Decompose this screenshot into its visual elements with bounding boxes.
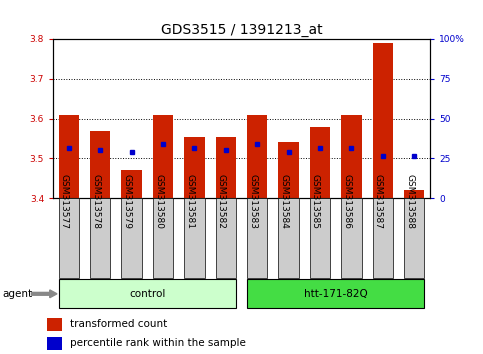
Text: GSM313580: GSM313580 — [154, 174, 163, 229]
Bar — [58, 198, 79, 278]
Text: GSM313585: GSM313585 — [311, 174, 320, 229]
Bar — [215, 198, 236, 278]
Bar — [184, 137, 205, 198]
Text: GSM313583: GSM313583 — [248, 174, 257, 229]
Bar — [341, 115, 362, 198]
Bar — [121, 170, 142, 198]
Bar — [372, 198, 393, 278]
Text: GSM313584: GSM313584 — [280, 174, 289, 229]
Text: GSM313581: GSM313581 — [185, 174, 194, 229]
Bar — [404, 198, 425, 278]
Bar — [215, 137, 236, 198]
Text: control: control — [129, 289, 166, 299]
Text: transformed count: transformed count — [70, 319, 167, 329]
Bar — [184, 198, 205, 278]
Bar — [372, 43, 393, 198]
Title: GDS3515 / 1391213_at: GDS3515 / 1391213_at — [161, 23, 322, 36]
Text: percentile rank within the sample: percentile rank within the sample — [70, 338, 246, 348]
Bar — [47, 318, 62, 331]
Bar — [247, 115, 268, 198]
Bar — [278, 198, 299, 278]
Bar — [404, 190, 425, 198]
Bar — [47, 337, 62, 350]
Bar — [153, 198, 173, 278]
Text: agent: agent — [2, 289, 32, 299]
Bar — [278, 143, 299, 198]
Bar — [247, 198, 268, 278]
Text: GSM313577: GSM313577 — [60, 174, 69, 229]
Text: GSM313579: GSM313579 — [123, 174, 131, 229]
Text: GSM313578: GSM313578 — [91, 174, 100, 229]
Bar — [341, 198, 362, 278]
Bar — [58, 280, 236, 308]
Text: GSM313582: GSM313582 — [217, 174, 226, 229]
Bar — [310, 127, 330, 198]
Bar — [310, 198, 330, 278]
Bar — [121, 198, 142, 278]
Text: htt-171-82Q: htt-171-82Q — [304, 289, 368, 299]
Text: GSM313588: GSM313588 — [405, 174, 414, 229]
Bar — [58, 115, 79, 198]
Bar — [153, 115, 173, 198]
Bar — [247, 280, 425, 308]
Text: GSM313587: GSM313587 — [374, 174, 383, 229]
Bar — [90, 198, 111, 278]
Text: GSM313586: GSM313586 — [342, 174, 352, 229]
Bar — [90, 131, 111, 198]
